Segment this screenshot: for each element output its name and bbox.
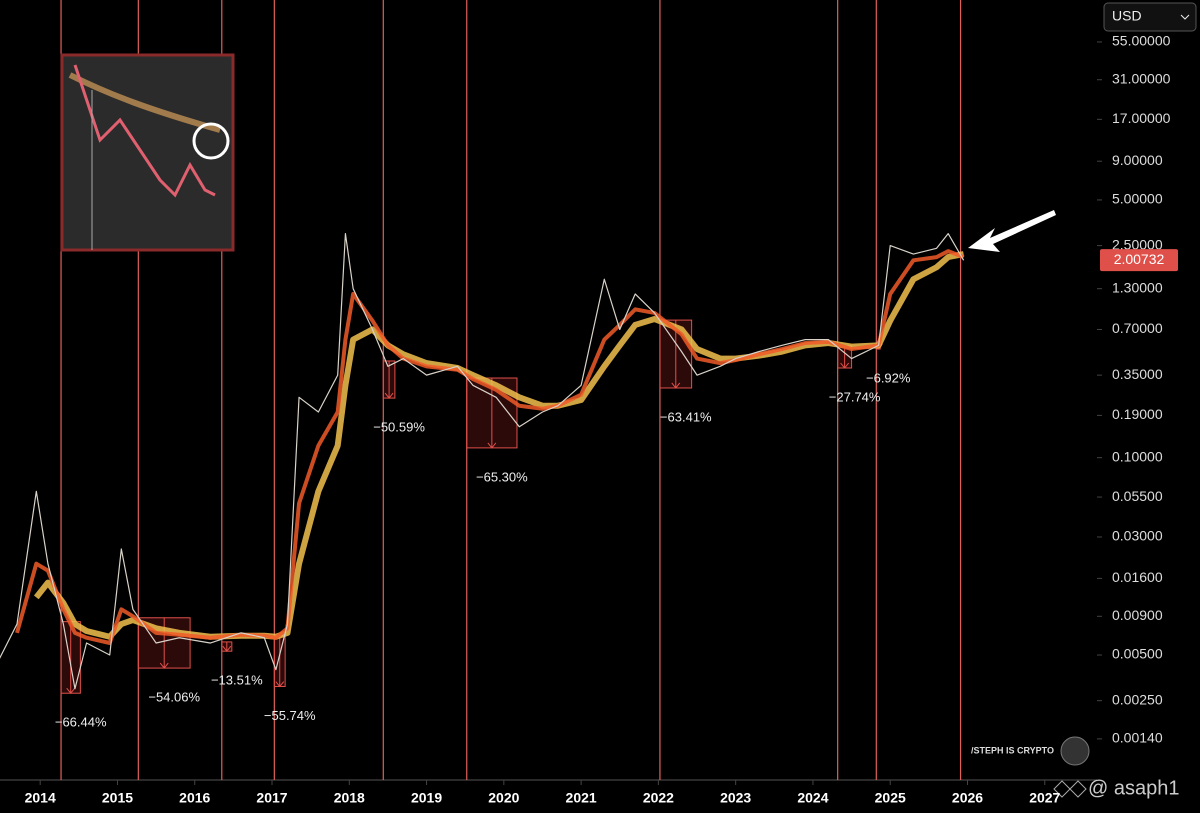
avatar <box>1060 736 1090 766</box>
x-tick-label: 2026 <box>952 790 983 806</box>
drawdown-arrow <box>384 360 394 399</box>
dropdown-label[interactable]: USD <box>1112 8 1142 24</box>
y-tick-label: 0.19000 <box>1112 406 1163 422</box>
watermark: /STEPH IS CRYPTO <box>971 745 1054 755</box>
x-tick-label: 2014 <box>25 790 56 806</box>
logo <box>1053 780 1087 798</box>
x-tick-label: 2024 <box>797 790 828 806</box>
dropdown-caret[interactable] <box>1180 14 1190 20</box>
x-tick-label: 2018 <box>334 790 365 806</box>
y-tick-label: 0.00500 <box>1112 646 1163 662</box>
y-tick-label: 5.00000 <box>1112 191 1163 207</box>
y-tick-label: 0.35000 <box>1112 366 1163 382</box>
series-line <box>15 249 965 646</box>
series-line <box>33 251 965 640</box>
drawdown-arrow <box>159 617 169 669</box>
y-tick-label: 0.01600 <box>1112 569 1163 585</box>
y-tick-label: 31.00000 <box>1112 70 1171 86</box>
drawdown-label: −27.74% <box>829 389 881 404</box>
y-tick-label: 0.00900 <box>1112 607 1163 623</box>
y-tick-label: 0.10000 <box>1112 448 1163 464</box>
drawdown-arrow <box>275 635 285 688</box>
x-tick-label: 2017 <box>256 790 287 806</box>
x-tick-label: 2021 <box>566 790 597 806</box>
inset <box>60 53 235 252</box>
y-tick-label: 0.00140 <box>1112 730 1163 746</box>
drawdown-label: −63.41% <box>660 409 712 424</box>
series-line <box>0 232 965 690</box>
x-tick-label: 2023 <box>720 790 751 806</box>
drawdown-arrow <box>66 621 76 695</box>
drawdown-label: −55.74% <box>264 708 316 723</box>
x-tick-label: 2019 <box>411 790 442 806</box>
y-tick-label: 0.03000 <box>1112 528 1163 544</box>
inset-ribbon <box>68 72 221 133</box>
drawdown-label: −50.59% <box>373 420 425 435</box>
drawdown-label: −65.30% <box>476 469 528 484</box>
x-tick-label: 2020 <box>488 790 519 806</box>
x-tick-label: 2025 <box>875 790 906 806</box>
drawdown-label: −13.51% <box>211 673 263 688</box>
drawdown-label: −54.06% <box>148 690 200 705</box>
x-tick-label: 2016 <box>179 790 210 806</box>
y-tick-label: 0.00250 <box>1112 691 1163 707</box>
x-tick-label: 2022 <box>643 790 674 806</box>
y-tick-label: 2.50000 <box>1112 236 1163 252</box>
drawdown-arrow <box>840 345 850 369</box>
handle: @ asaph1 <box>1088 777 1179 799</box>
inset-circle <box>192 122 230 160</box>
drawdown-label: −6.92% <box>866 370 911 385</box>
arrow <box>968 210 1056 252</box>
y-tick-label: 9.00000 <box>1112 152 1163 168</box>
dropdown-box[interactable] <box>1103 2 1197 32</box>
y-tick-label: 55.00000 <box>1112 33 1171 49</box>
currency-dropdown[interactable]: USD <box>1103 2 1197 32</box>
drawdown-arrow <box>222 641 232 652</box>
y-tick-label: 0.70000 <box>1112 320 1163 336</box>
last-price-label: 2.00732 <box>1114 251 1165 267</box>
drawdown-label: −66.44% <box>55 715 107 730</box>
x-tick-label: 2027 <box>1029 790 1060 806</box>
last-price-box <box>1100 249 1178 272</box>
y-tick-label: 17.00000 <box>1112 110 1171 126</box>
y-tick-label: 1.30000 <box>1112 279 1163 295</box>
inset-candles <box>73 64 216 198</box>
x-tick-label: 2015 <box>102 790 133 806</box>
y-tick-label: 0.05500 <box>1112 488 1163 504</box>
